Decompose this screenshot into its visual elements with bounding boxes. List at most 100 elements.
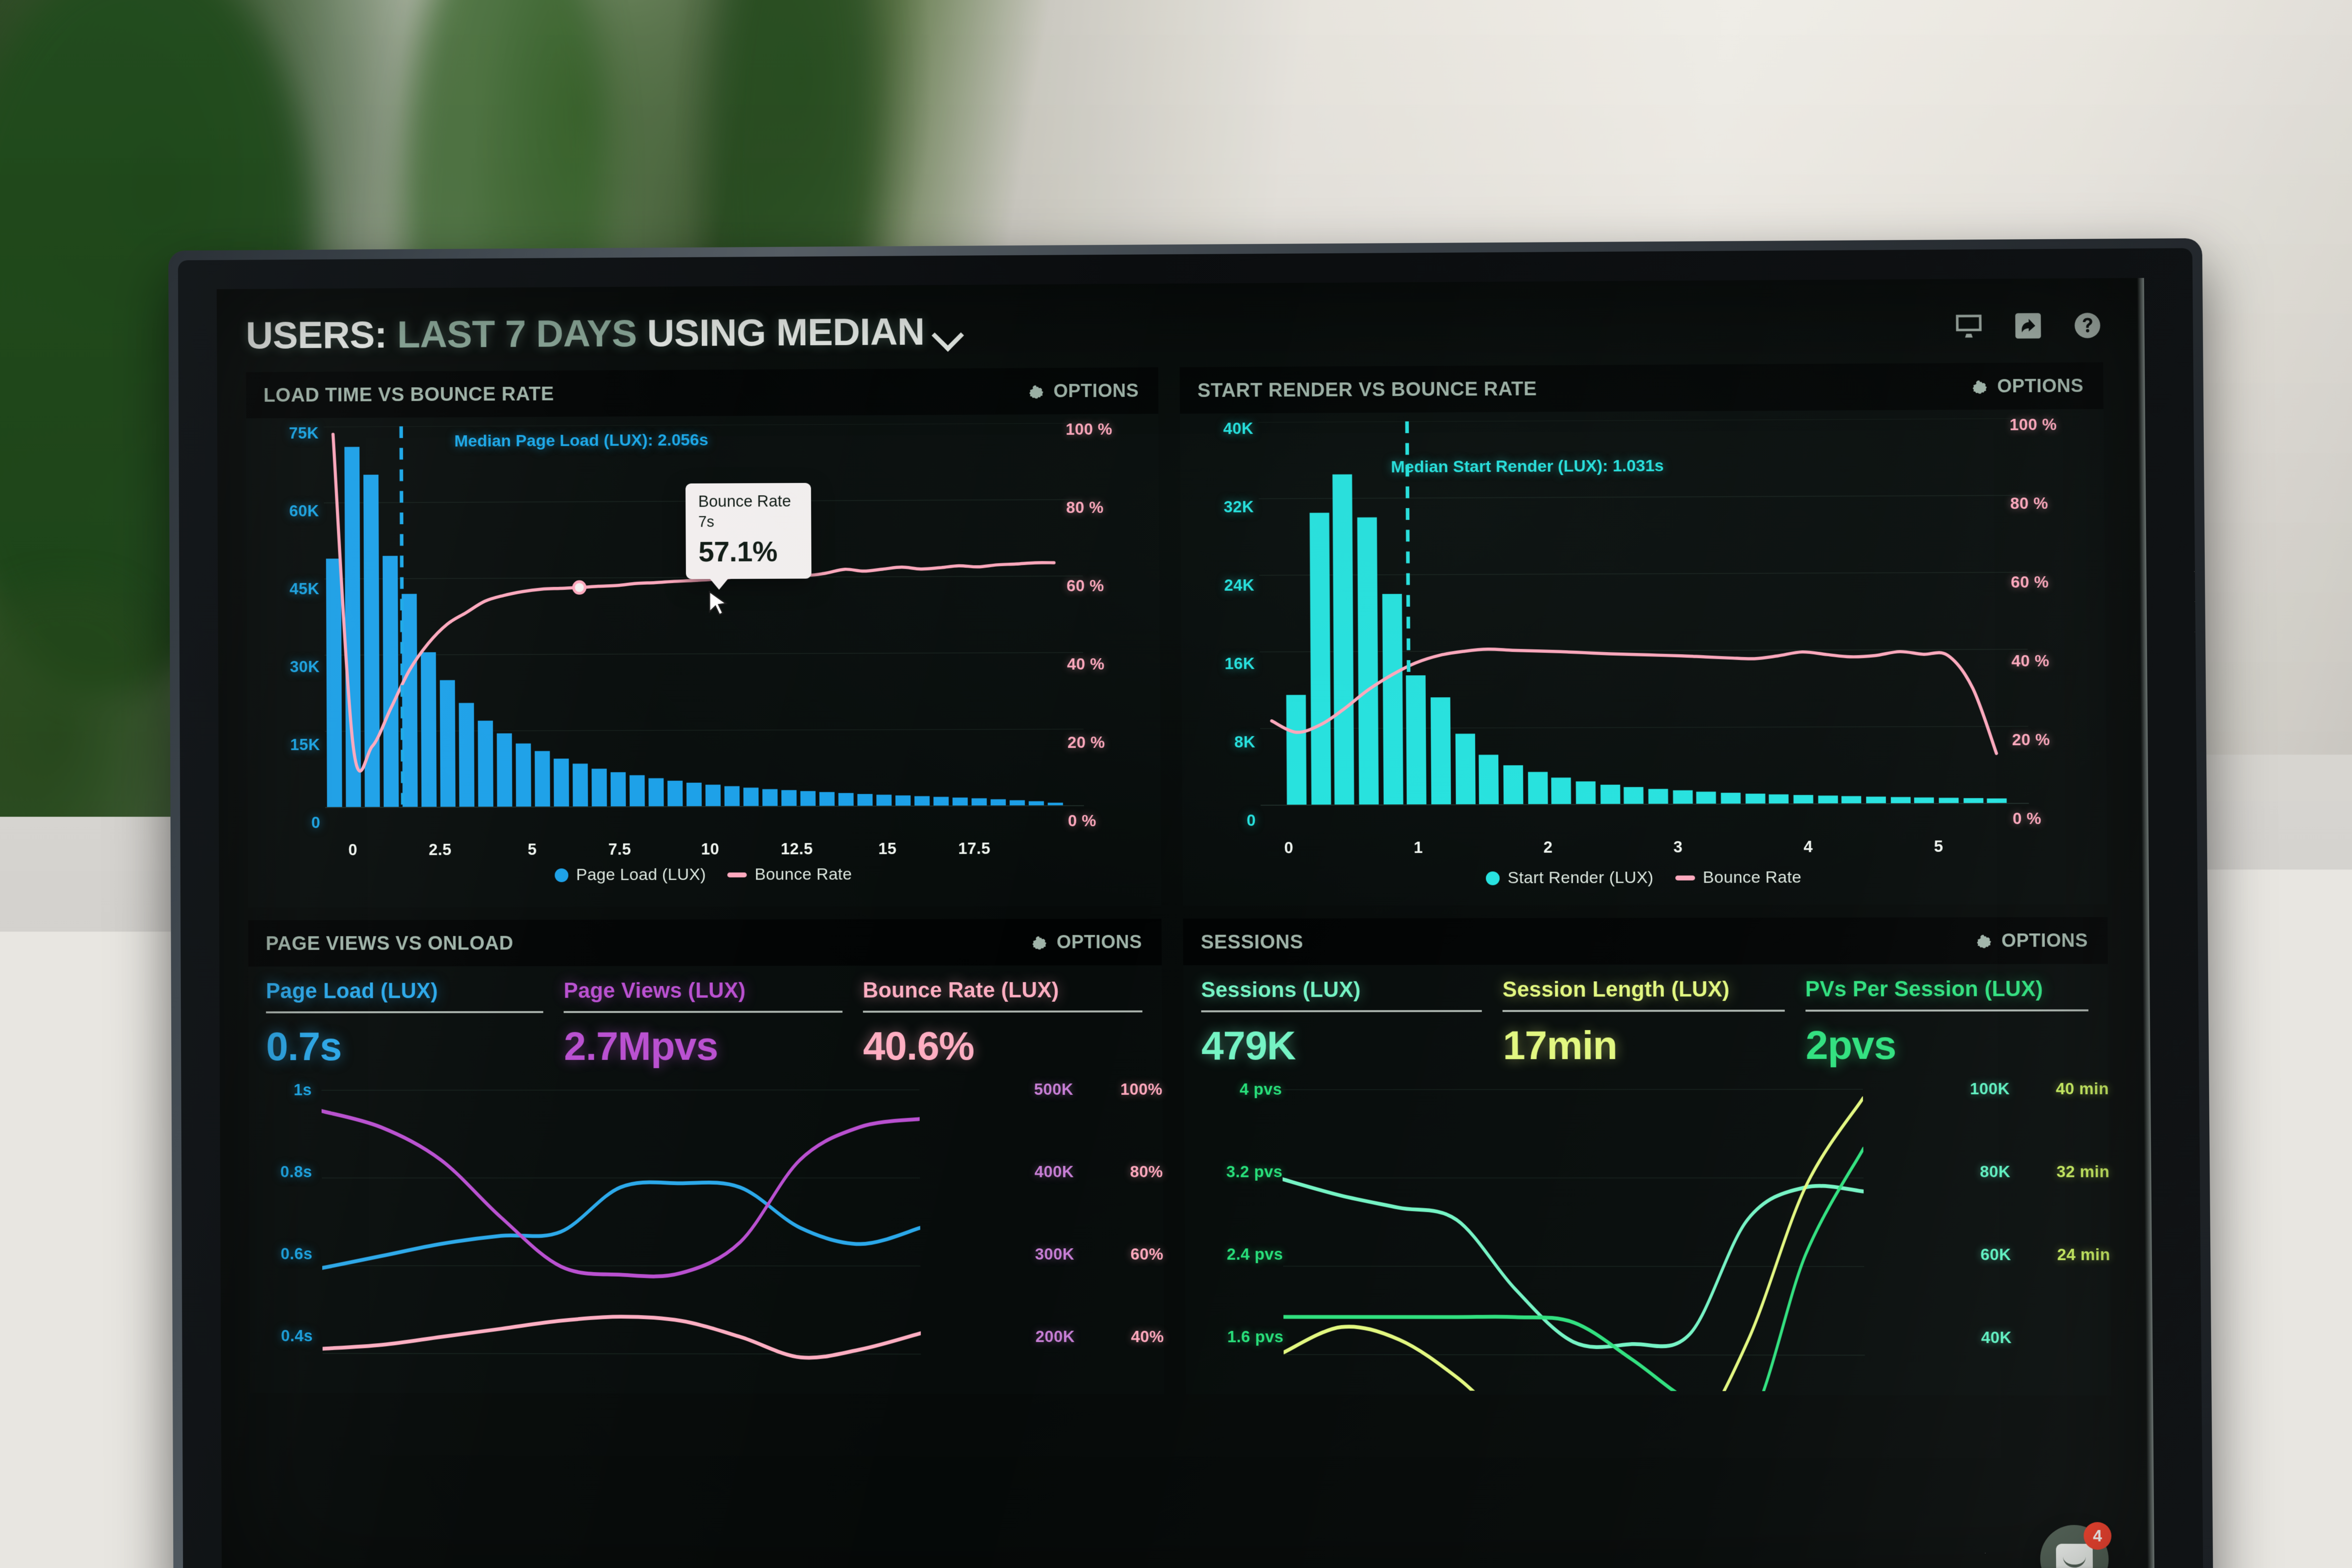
page-title[interactable]: USERS: LAST 7 DAYS USING MEDIAN — [246, 309, 961, 358]
kpi-pvs-per-session: PVs Per Session (LUX) 2pvs — [1805, 977, 2089, 1069]
kpi-label: Session Length (LUX) — [1503, 977, 1785, 1010]
x-tick: 17.5 — [952, 839, 996, 858]
options-button[interactable]: OPTIONS — [1972, 375, 2084, 397]
y-tick-right-b: 40 min — [2015, 1080, 2109, 1098]
x-tick: 7.5 — [598, 840, 642, 859]
help-icon[interactable] — [2072, 310, 2103, 341]
kpi-value: 40.6% — [863, 1013, 1142, 1070]
y-tick-right-a: 80K — [1921, 1162, 2010, 1181]
x-tick: 0 — [331, 840, 375, 859]
screen-bezel: USERS: LAST 7 DAYS USING MEDIAN — [178, 248, 2203, 1568]
y-tick: 0.6s — [249, 1244, 312, 1263]
y-tick: 30K — [247, 658, 320, 676]
gear-icon — [1972, 378, 1990, 396]
kpi-row: Sessions (LUX) 479K Session Length (LUX)… — [1183, 964, 2109, 1069]
x-tick: 1 — [1396, 838, 1441, 857]
legend-marker-line-icon — [1675, 875, 1695, 880]
panel-page-views-vs-onload: PAGE VIEWS VS ONLOAD OPTIONS — [248, 919, 1164, 1394]
panel-sessions: SESSIONS OPTIONS Session — [1183, 917, 2111, 1396]
y-tick: 15K — [247, 735, 320, 754]
legend-item[interactable]: Bounce Rate — [727, 865, 852, 884]
title-range: LAST 7 DAYS — [397, 311, 637, 355]
legend-item[interactable]: Bounce Rate — [1675, 868, 1801, 887]
gear-icon — [1975, 932, 1994, 950]
options-label: OPTIONS — [1997, 375, 2084, 397]
kpi-value: 0.7s — [266, 1013, 544, 1070]
kpi-divider — [564, 1011, 843, 1013]
y-tick: 32K — [1180, 498, 1254, 517]
options-label: OPTIONS — [2001, 930, 2088, 952]
app-header: USERS: LAST 7 DAYS USING MEDIAN — [217, 278, 2145, 372]
legend-item[interactable]: Page Load (LUX) — [555, 865, 706, 885]
y-tick: 2.4 pvs — [1185, 1245, 1283, 1263]
chevron-down-icon[interactable] — [933, 320, 961, 348]
chart-legend: Start Render (LUX) Bounce Rate — [1183, 867, 2108, 888]
laptop-device: USERS: LAST 7 DAYS USING MEDIAN — [168, 238, 2213, 1568]
panel-start-render-vs-bounce-rate: START RENDER VS BOUNCE RATE OPTIONS 40K — [1180, 362, 2108, 906]
gear-icon — [1031, 934, 1049, 951]
chart-load-time[interactable]: 75K 60K 45K 30K 15K 0 100 % 80 % 60 % 4 — [246, 414, 1161, 907]
x-tick: 2.5 — [418, 840, 462, 859]
y-tick-right-a: 500K — [976, 1080, 1073, 1099]
tooltip-subtitle: 7s — [698, 512, 799, 530]
monitor-icon[interactable] — [1953, 310, 1984, 341]
options-label: OPTIONS — [1057, 932, 1142, 953]
legend-item[interactable]: Start Render (LUX) — [1486, 868, 1654, 888]
y-tick: 45K — [247, 579, 319, 598]
screen: USERS: LAST 7 DAYS USING MEDIAN — [217, 278, 2154, 1568]
kpi-label: PVs Per Session (LUX) — [1805, 977, 2088, 1010]
chart-sessions[interactable]: 4 pvs 3.2 pvs 2.4 pvs 1.6 pvs 100K 80K 6… — [1184, 1080, 2111, 1396]
kpi-label: Page Load (LUX) — [266, 979, 544, 1012]
x-tick: 2 — [1526, 838, 1571, 857]
panel-title: LOAD TIME VS BOUNCE RATE — [264, 383, 555, 407]
y-tick-right-a: 100K — [1921, 1080, 2010, 1098]
kpi-bounce-rate: Bounce Rate (LUX) 40.6% — [863, 978, 1143, 1069]
kpi-divider — [1201, 1010, 1482, 1013]
kpi-divider — [1503, 1010, 1785, 1012]
x-tick: 10 — [688, 840, 732, 859]
chart-plot-area — [1282, 1085, 1865, 1391]
options-button[interactable]: OPTIONS — [1975, 930, 2088, 952]
options-button[interactable]: OPTIONS — [1028, 381, 1139, 402]
y-tick: 0.8s — [249, 1163, 312, 1181]
panel-header: START RENDER VS BOUNCE RATE OPTIONS — [1180, 362, 2104, 414]
y-tick: 16K — [1181, 654, 1255, 673]
x-tick: 5 — [1916, 837, 1961, 856]
median-annotation: Median Start Render (LUX): 1.031s — [1391, 457, 1664, 477]
mouse-cursor — [708, 591, 730, 620]
legend-label: Start Render (LUX) — [1508, 868, 1654, 888]
y-tick-right-b: 80% — [1080, 1163, 1163, 1181]
chart-plot-area — [321, 1086, 921, 1390]
legend-marker-dot-icon — [1486, 871, 1500, 885]
kpi-sessions: Sessions (LUX) 479K — [1201, 977, 1483, 1069]
title-metric: MEDIAN — [776, 310, 925, 354]
kpi-session-length: Session Length (LUX) 17min — [1503, 977, 1785, 1069]
legend-marker-dot-icon — [555, 868, 568, 882]
panel-title: START RENDER VS BOUNCE RATE — [1198, 378, 1537, 402]
share-icon[interactable] — [2013, 310, 2043, 341]
kpi-divider — [863, 1011, 1142, 1013]
kpi-value: 17min — [1503, 1012, 1785, 1069]
chart-page-views[interactable]: 1s 0.8s 0.6s 0.4s 500K 400K 300K 200K 10… — [249, 1080, 1164, 1394]
intercom-launcher-button[interactable]: 4 — [2040, 1525, 2109, 1568]
legend-label: Bounce Rate — [1703, 868, 1801, 887]
chart-start-render[interactable]: 40K 32K 24K 16K 8K 0 100 % 80 % 60 % 40 … — [1180, 409, 2108, 906]
kpi-label: Sessions (LUX) — [1201, 977, 1482, 1010]
dashboard: USERS: LAST 7 DAYS USING MEDIAN — [217, 278, 2154, 1568]
y-tick: 0 — [1182, 811, 1256, 830]
x-tick: 5 — [510, 840, 555, 859]
kpi-row: Page Load (LUX) 0.7s Page Views (LUX) 2.… — [248, 965, 1162, 1070]
options-button[interactable]: OPTIONS — [1031, 932, 1142, 953]
unread-badge: 4 — [2084, 1522, 2111, 1550]
panel-header: PAGE VIEWS VS ONLOAD OPTIONS — [248, 919, 1162, 967]
y-tick-right-a: 200K — [977, 1327, 1075, 1346]
median-annotation: Median Page Load (LUX): 2.056s — [454, 431, 709, 451]
panel-grid: LOAD TIME VS BOUNCE RATE OPTIONS — [217, 362, 2153, 1396]
chart-legend: Page Load (LUX) Bounce Rate — [248, 864, 1161, 885]
y-tick: 1s — [249, 1081, 312, 1099]
y-tick-right-b: 32 min — [2015, 1162, 2109, 1181]
kpi-page-load: Page Load (LUX) 0.7s — [266, 979, 544, 1070]
kpi-page-views: Page Views (LUX) 2.7Mpvs — [564, 978, 843, 1070]
chart-tooltip: Bounce Rate 7s 57.1% — [686, 483, 812, 579]
y-tick: 75K — [246, 424, 319, 443]
